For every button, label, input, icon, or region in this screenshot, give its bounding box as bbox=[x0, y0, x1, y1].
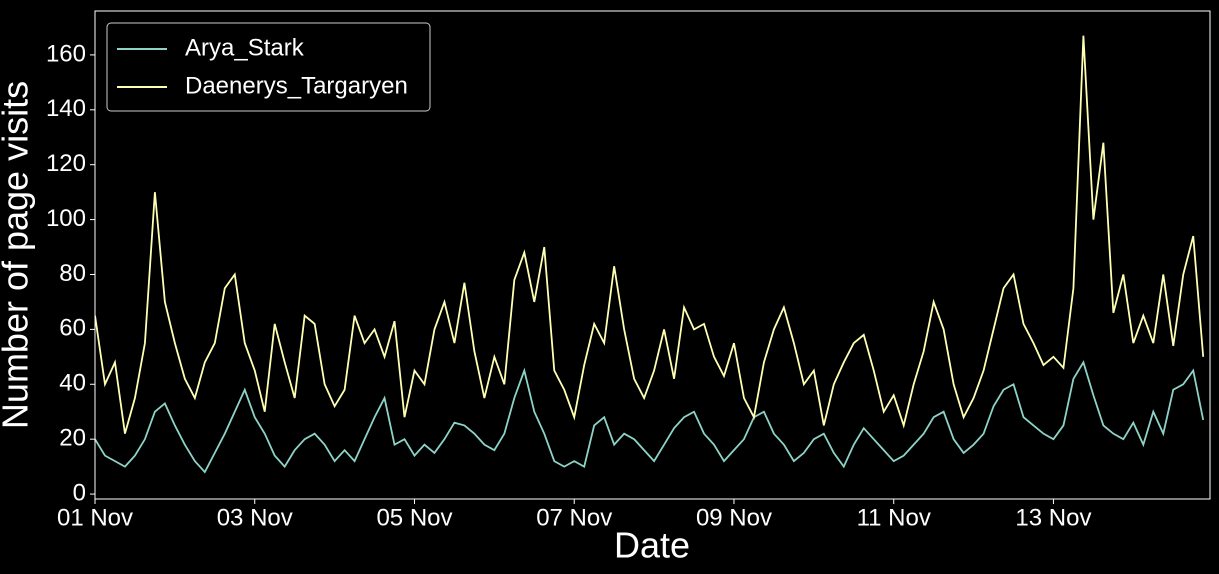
y-tick-label: 60 bbox=[59, 315, 86, 342]
y-tick-label: 160 bbox=[46, 40, 86, 67]
y-axis-label: Number of page visits bbox=[0, 81, 36, 429]
x-tick-label: 11 Nov bbox=[857, 504, 931, 531]
x-tick-label: 03 Nov bbox=[217, 504, 293, 531]
y-tick-label: 120 bbox=[46, 150, 86, 177]
x-tick-label: 13 Nov bbox=[1015, 504, 1091, 531]
legend-box bbox=[106, 22, 431, 112]
x-tick-label: 01 Nov bbox=[57, 504, 133, 531]
series-line bbox=[95, 360, 1205, 474]
y-tick-label: 0 bbox=[73, 479, 86, 506]
x-tick-label: 05 Nov bbox=[376, 504, 452, 531]
y-tick-label: 80 bbox=[59, 260, 86, 287]
plot-frame bbox=[94, 10, 1211, 500]
series-line bbox=[95, 35, 1205, 434]
legend-label: Daenerys_Targaryen bbox=[185, 72, 408, 99]
x-axis-label: Date bbox=[614, 525, 690, 566]
y-tick-label: 40 bbox=[59, 370, 86, 397]
x-tick-label: 09 Nov bbox=[696, 504, 772, 531]
y-tick-label: 20 bbox=[59, 425, 86, 452]
y-tick-label: 100 bbox=[46, 205, 86, 232]
x-tick-label: 07 Nov bbox=[536, 504, 612, 531]
legend-label: Arya_Stark bbox=[185, 34, 305, 61]
y-tick-label: 140 bbox=[46, 95, 86, 122]
